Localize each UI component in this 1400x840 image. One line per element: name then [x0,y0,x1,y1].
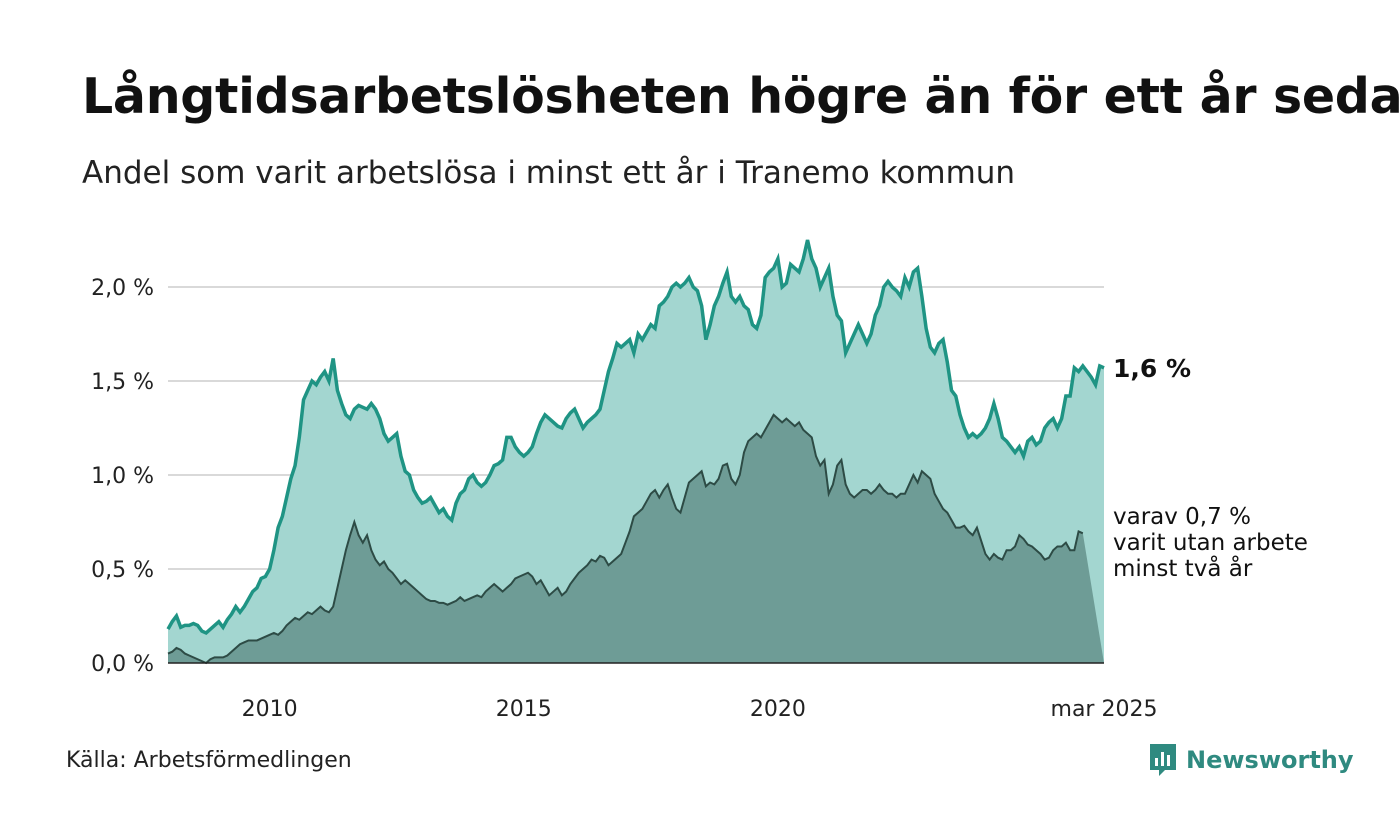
line-one-year [166,239,1105,635]
line-two-year [167,413,1084,665]
y-axis-ticks: 0,0 % 0,5 % 1,0 % 1,5 % 2,0 % [91,276,154,677]
y-tick-label: 1,0 % [91,464,154,489]
y-tick-label: 0,5 % [91,558,154,583]
sub-label-line: minst två år [1113,554,1253,582]
brand-logo: Newsworthy [1148,742,1354,778]
x-axis-ticks: 2010 2015 2020 mar 2025 [242,697,1158,722]
x-tick-label: mar 2025 [1051,697,1158,722]
sub-label-line: varav 0,7 % [1113,504,1251,530]
y-tick-label: 2,0 % [91,276,154,301]
area-two-year [168,414,1104,663]
x-tick-label: 2020 [750,697,806,722]
chart-subtitle: Andel som varit arbetslösa i minst ett å… [82,155,1016,191]
end-value-label: 1,6 % [1113,354,1191,383]
sub-label-line: varit utan arbete [1113,530,1308,556]
brand-name: Newsworthy [1186,746,1354,774]
y-tick-label: 1,5 % [91,370,154,395]
x-tick-label: 2015 [496,697,552,722]
source-note: Källa: Arbetsförmedlingen [66,748,352,773]
chart-logo-icon [1150,744,1176,776]
x-tick-label: 2010 [242,697,298,722]
chart-title: Långtidsarbetslösheten högre än för ett … [82,68,1400,125]
y-tick-label: 0,0 % [91,652,154,677]
